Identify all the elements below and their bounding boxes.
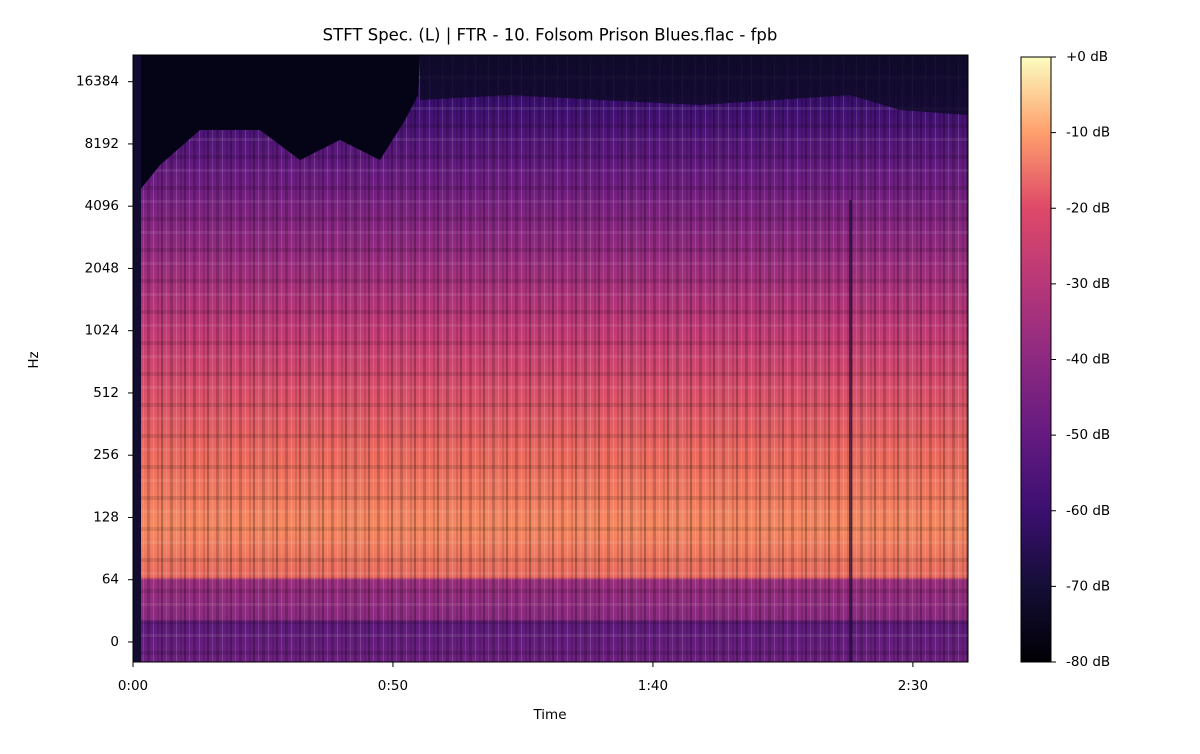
colorbar-tick-label: -20 dB <box>1066 200 1110 216</box>
colorbar-tick-label: -10 dB <box>1066 125 1110 141</box>
colorbar-tick-label: -80 dB <box>1066 654 1110 670</box>
colorbar-tick-label: +0 dB <box>1066 49 1108 65</box>
x-tick-label: 2:30 <box>898 678 928 694</box>
colorbar-tick-label: -60 dB <box>1066 503 1110 519</box>
spectrogram <box>133 55 968 662</box>
y-tick-label: 4096 <box>85 198 119 214</box>
y-axis-label: Hz <box>26 351 42 368</box>
x-tick-label: 0:00 <box>118 678 148 694</box>
y-tick-label: 8192 <box>85 136 119 152</box>
upper-dark-region <box>420 55 968 115</box>
x-tick-label: 0:50 <box>378 678 408 694</box>
y-tick-label: 16384 <box>76 74 119 90</box>
spectrogram-bands <box>133 55 968 662</box>
colorbar-tick-label: -70 dB <box>1066 578 1110 594</box>
y-tick-label: 128 <box>93 509 119 525</box>
y-tick-label: 256 <box>93 447 119 463</box>
colorbar-tick-label: -50 dB <box>1066 427 1110 443</box>
y-tick-label: 2048 <box>85 260 119 276</box>
colorbar-tick-label: -30 dB <box>1066 276 1110 292</box>
y-tick-label: 512 <box>93 385 119 401</box>
start-edge <box>133 55 141 662</box>
y-tick-label: 1024 <box>85 323 119 339</box>
x-axis-label: Time <box>532 707 566 723</box>
dropout-line <box>849 200 852 662</box>
silent-region <box>133 55 420 200</box>
y-tick-label: 64 <box>102 572 119 588</box>
x-tick-label: 1:40 <box>638 678 668 694</box>
chart-title: STFT Spec. (L) | FTR - 10. Folsom Prison… <box>323 26 778 45</box>
plot-frame <box>132 54 969 663</box>
colorbar-tick-label: -40 dB <box>1066 352 1110 368</box>
colorbar <box>1020 56 1052 663</box>
y-tick-label: 0 <box>110 634 119 650</box>
